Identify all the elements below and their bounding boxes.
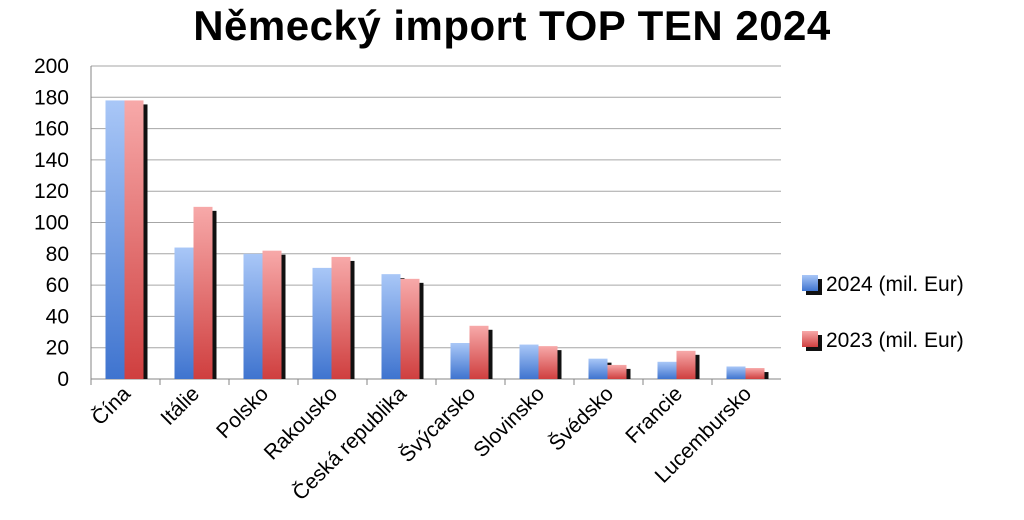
bar-2023 <box>193 206 213 379</box>
category-label: Švýcarsko <box>395 382 480 467</box>
category-label: Švédsko <box>545 382 618 455</box>
bar-2024 <box>657 361 677 379</box>
legend-swatch-face <box>802 331 818 347</box>
bar-2024 <box>243 253 263 379</box>
y-tick-label: 80 <box>46 243 69 266</box>
bar-2023 <box>607 364 627 379</box>
y-tick-label: 140 <box>34 149 69 172</box>
y-tick-label: 200 <box>34 55 69 78</box>
y-tick-label: 160 <box>34 118 69 141</box>
legend-label: 2023 (mil. Eur) <box>826 329 964 352</box>
bar-2024 <box>105 100 125 380</box>
y-tick-label: 100 <box>34 212 69 235</box>
chart-title: Německý import TOP TEN 2024 <box>193 2 831 49</box>
bars <box>105 100 769 380</box>
y-tick-label: 0 <box>57 368 69 391</box>
bar-2023 <box>676 350 696 379</box>
y-tick-label: 180 <box>34 86 69 109</box>
category-label: Francie <box>621 382 687 448</box>
y-tick-label: 20 <box>46 337 69 360</box>
category-label: Slovinsko <box>469 382 549 462</box>
bar-2024 <box>726 366 746 379</box>
y-tick-label: 40 <box>46 305 69 328</box>
bar-2023 <box>745 368 765 379</box>
y-tick-label: 60 <box>46 274 69 297</box>
bar-2024 <box>450 343 470 379</box>
bar-2024 <box>312 267 332 379</box>
category-label: Polsko <box>212 382 273 443</box>
bar-2023 <box>538 346 558 379</box>
category-label: Itálie <box>156 382 204 430</box>
bar-2023 <box>124 100 144 380</box>
y-tick-label: 120 <box>34 180 69 203</box>
legend: 2024 (mil. Eur) 2023 (mil. Eur) <box>802 273 964 352</box>
bar-2023 <box>262 250 282 379</box>
bar-2024 <box>588 358 608 379</box>
bar-2024 <box>381 274 401 379</box>
category-label: Čína <box>87 382 135 430</box>
bar-2023 <box>469 325 489 379</box>
bar-2023 <box>331 256 351 379</box>
legend-label: 2024 (mil. Eur) <box>826 273 964 296</box>
bar-2023 <box>400 278 420 379</box>
legend-swatch-face <box>802 275 818 291</box>
bar-2024 <box>519 344 539 379</box>
bar-2024 <box>174 247 194 379</box>
